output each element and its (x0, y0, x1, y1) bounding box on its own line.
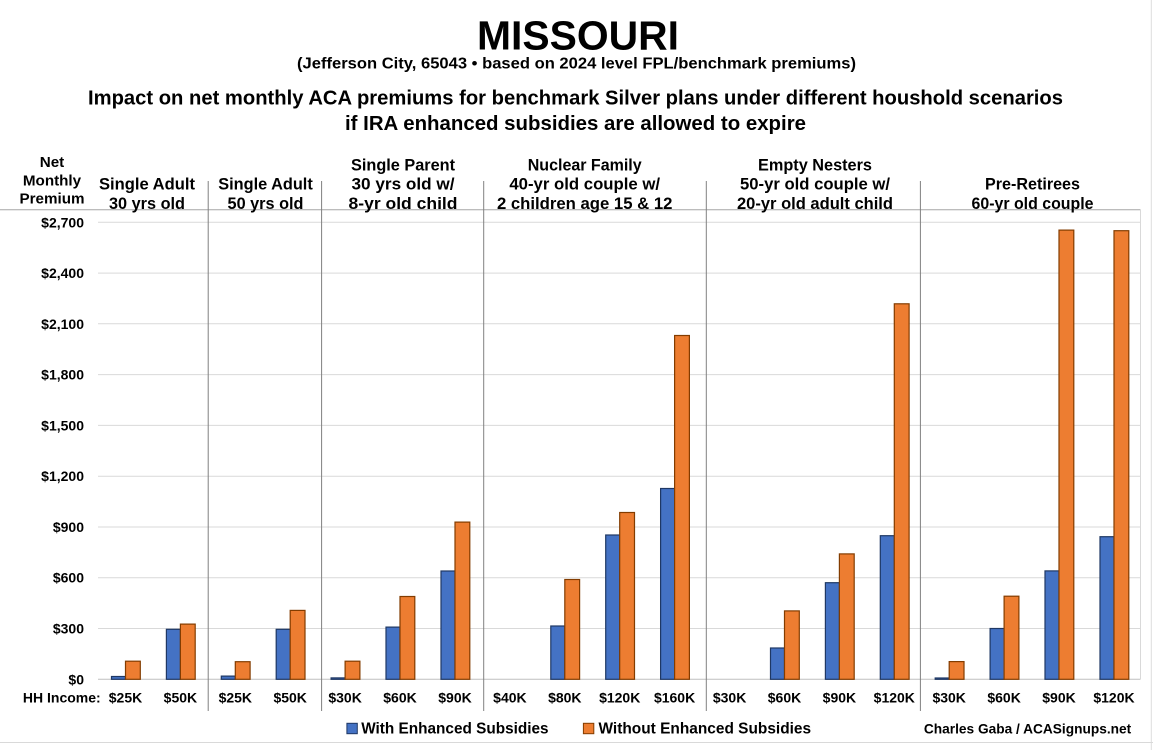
svg-text:Premium: Premium (20, 191, 85, 208)
svg-text:$25K: $25K (219, 690, 252, 706)
svg-text:$2,400: $2,400 (41, 265, 84, 281)
svg-text:$90K: $90K (1042, 690, 1075, 706)
svg-text:20-yr old adult child: 20-yr old adult child (737, 194, 893, 213)
svg-text:$90K: $90K (823, 690, 856, 706)
svg-text:$40K: $40K (493, 690, 526, 706)
svg-text:With Enhanced Subsidies: With Enhanced Subsidies (361, 721, 548, 738)
svg-text:(Jefferson City, 65043 • based: (Jefferson City, 65043 • based on 2024 l… (297, 55, 856, 72)
svg-text:if IRA enhanced subsidies are: if IRA enhanced subsidies are allowed to… (345, 112, 806, 135)
svg-text:HH Income:: HH Income: (23, 690, 101, 706)
svg-text:40-yr old couple w/: 40-yr old couple w/ (509, 175, 660, 194)
svg-text:$2,700: $2,700 (41, 214, 84, 230)
svg-text:$25K: $25K (109, 690, 142, 706)
svg-text:Nuclear Family: Nuclear Family (528, 155, 642, 174)
svg-text:30 yrs old: 30 yrs old (109, 194, 185, 213)
svg-text:50 yrs old: 50 yrs old (228, 194, 304, 213)
svg-text:$1,500: $1,500 (41, 417, 84, 433)
svg-text:Single Adult: Single Adult (99, 175, 195, 194)
svg-text:Net: Net (40, 154, 64, 171)
svg-text:$600: $600 (53, 570, 84, 586)
svg-text:$60K: $60K (383, 690, 416, 706)
svg-text:$160K: $160K (654, 690, 695, 706)
svg-text:$120K: $120K (874, 690, 915, 706)
svg-text:Without Enhanced Subsidies: Without Enhanced Subsidies (599, 721, 812, 738)
svg-text:2 children age 15 & 12: 2 children age 15 & 12 (497, 194, 673, 213)
svg-text:50-yr old couple w/: 50-yr old couple w/ (740, 175, 890, 194)
svg-text:Charles Gaba / ACASignups.net: Charles Gaba / ACASignups.net (924, 721, 1132, 737)
svg-text:8-yr old child: 8-yr old child (349, 194, 458, 213)
svg-text:MISSOURI: MISSOURI (477, 12, 679, 58)
svg-text:$2,100: $2,100 (41, 316, 84, 332)
svg-text:$80K: $80K (548, 690, 581, 706)
svg-text:$300: $300 (53, 621, 84, 637)
svg-text:$30K: $30K (932, 690, 965, 706)
svg-text:$90K: $90K (438, 690, 471, 706)
svg-text:$120K: $120K (1093, 690, 1134, 706)
svg-text:$0: $0 (68, 671, 84, 687)
svg-text:$30K: $30K (713, 690, 746, 706)
svg-text:Single Parent: Single Parent (351, 155, 455, 174)
svg-text:Impact on net monthly ACA prem: Impact on net monthly ACA premiums for b… (88, 86, 1063, 109)
svg-text:$120K: $120K (599, 690, 640, 706)
svg-text:Empty Nesters: Empty Nesters (758, 155, 872, 174)
svg-text:$60K: $60K (768, 690, 801, 706)
svg-text:30 yrs old w/: 30 yrs old w/ (352, 175, 455, 194)
svg-text:$900: $900 (53, 519, 84, 535)
svg-text:$50K: $50K (164, 690, 197, 706)
svg-text:$1,200: $1,200 (41, 468, 84, 484)
svg-text:Single Adult: Single Adult (218, 175, 313, 194)
svg-text:$60K: $60K (987, 690, 1020, 706)
svg-text:60-yr old couple: 60-yr old couple (972, 194, 1094, 213)
svg-text:$50K: $50K (273, 690, 306, 706)
svg-text:Monthly: Monthly (23, 173, 82, 190)
svg-text:$30K: $30K (328, 690, 361, 706)
svg-text:$1,800: $1,800 (41, 367, 84, 383)
svg-text:Pre-Retirees: Pre-Retirees (985, 175, 1080, 194)
